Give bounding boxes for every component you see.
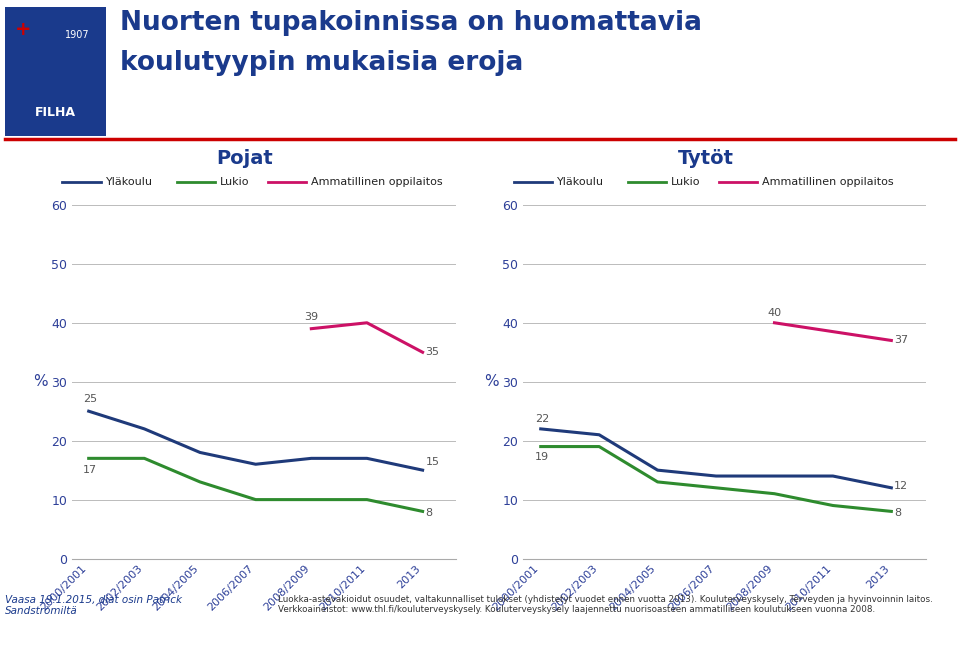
Text: 12: 12 <box>895 481 908 491</box>
Text: 22: 22 <box>535 414 549 424</box>
Text: Lukio: Lukio <box>220 176 250 187</box>
Text: Ammatillinen oppilaitos: Ammatillinen oppilaitos <box>762 176 894 187</box>
Text: Luokka-astevakioidut osuudet, valtakunnalliset tulokset (yhdistetyt vuodet ennen: Luokka-astevakioidut osuudet, valtakunna… <box>278 595 933 614</box>
Text: Tytöt: Tytöt <box>678 149 733 168</box>
Text: 1907: 1907 <box>65 30 89 40</box>
Y-axis label: %: % <box>484 374 498 389</box>
Text: 8: 8 <box>425 508 433 518</box>
Text: Nuorten tupakoinnissa on huomattavia: Nuorten tupakoinnissa on huomattavia <box>120 10 702 36</box>
Text: 19: 19 <box>535 451 549 461</box>
Text: +: + <box>14 20 31 39</box>
Text: Lukio: Lukio <box>671 176 701 187</box>
Text: Vaasa 19.1.2015, diat osin Patrick
Sandströmiltä: Vaasa 19.1.2015, diat osin Patrick Sands… <box>5 595 181 617</box>
Text: 35: 35 <box>425 347 440 357</box>
Text: Yläkoulu: Yläkoulu <box>557 176 604 187</box>
Text: koulutyypin mukaisia eroja: koulutyypin mukaisia eroja <box>120 50 523 75</box>
Text: 40: 40 <box>767 308 781 318</box>
Y-axis label: %: % <box>33 374 47 389</box>
Text: 15: 15 <box>425 457 440 467</box>
Text: 25: 25 <box>84 395 97 405</box>
Text: 8: 8 <box>895 508 901 518</box>
Text: Pojat: Pojat <box>216 149 274 168</box>
Text: Ammatillinen oppilaitos: Ammatillinen oppilaitos <box>311 176 443 187</box>
Text: 37: 37 <box>895 335 908 346</box>
Text: Yläkoulu: Yläkoulu <box>106 176 153 187</box>
Text: 39: 39 <box>304 312 319 322</box>
Text: 17: 17 <box>84 465 97 475</box>
Text: FILHA: FILHA <box>35 106 76 119</box>
